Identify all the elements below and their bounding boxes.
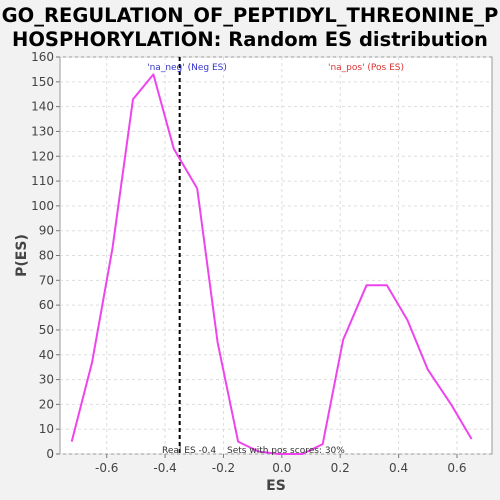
y-tick-label: 90 <box>39 224 54 238</box>
y-tick-label: 160 <box>31 50 54 64</box>
y-tick-label: 0 <box>46 447 54 461</box>
chart-title-line-2: HOSPHORYLATION: Random ES distribution <box>12 28 488 51</box>
y-tick-label: 60 <box>39 298 54 312</box>
x-tick-label: -0.2 <box>212 461 235 475</box>
es-distribution-curve <box>70 73 473 455</box>
y-tick-label: 40 <box>39 348 54 362</box>
y-tick-label: 140 <box>31 100 54 114</box>
y-tick-label: 130 <box>31 124 54 138</box>
real-es-annotation: Real ES -0.4 <box>162 446 216 456</box>
x-tick-label: 0.6 <box>447 461 466 475</box>
neg-es-label: 'na_neg' (Neg ES) <box>147 63 227 73</box>
pos-scores-annotation: Sets with pos scores: 30% <box>227 446 345 456</box>
pos-es-label: 'na_pos' (Pos ES) <box>328 63 404 73</box>
y-tick-label: 20 <box>39 397 54 411</box>
y-tick-label: 70 <box>39 273 54 287</box>
y-tick-label: 10 <box>39 422 54 436</box>
grid-lines <box>60 56 492 455</box>
y-tick-label: 30 <box>39 373 54 387</box>
y-axis-ticks: 0 10 20 30 40 50 60 70 80 90 100 110 120 130 140 150 160 <box>31 50 60 461</box>
y-tick-label: 100 <box>31 199 54 213</box>
y-tick-label: 50 <box>39 323 54 337</box>
x-axis-label: ES <box>266 478 286 494</box>
x-tick-label: 0.0 <box>272 461 291 475</box>
y-tick-label: 80 <box>39 249 54 263</box>
y-axis-label: P(ES) <box>14 234 30 277</box>
x-tick-label: -0.6 <box>95 461 118 475</box>
x-tick-label: 0.2 <box>331 461 350 475</box>
chart-title-line-1: GO_REGULATION_OF_PEPTIDYL_THREONINE_P <box>2 4 499 27</box>
y-tick-label: 110 <box>31 174 54 188</box>
y-tick-label: 120 <box>31 149 54 163</box>
x-tick-label: 0.4 <box>389 461 408 475</box>
y-tick-label: 150 <box>31 75 54 89</box>
x-axis-ticks: -0.6 -0.4 -0.2 0.0 0.2 0.4 0.6 <box>95 454 467 475</box>
x-tick-label: -0.4 <box>153 461 176 475</box>
